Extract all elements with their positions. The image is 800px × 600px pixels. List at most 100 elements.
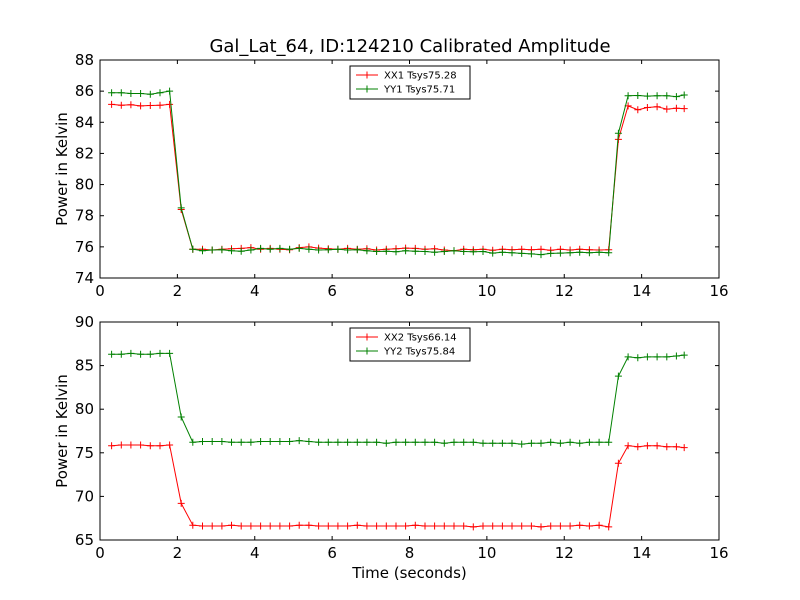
data-point — [266, 522, 274, 530]
data-point — [527, 439, 535, 447]
data-point — [166, 100, 174, 108]
data-point — [634, 106, 642, 114]
legend-marker — [363, 347, 371, 355]
data-point — [295, 521, 303, 529]
data-point — [286, 245, 294, 253]
data-point — [489, 439, 497, 447]
data-point — [237, 438, 245, 446]
x-tick-label: 8 — [405, 544, 415, 562]
data-point — [663, 353, 671, 361]
x-tick-label: 6 — [327, 544, 337, 562]
y-tick-label: 80 — [75, 176, 94, 194]
data-point — [680, 91, 688, 99]
data-point — [672, 443, 680, 451]
data-point — [373, 522, 381, 530]
data-point — [460, 248, 468, 255]
x-tick-label: 2 — [173, 282, 183, 300]
data-point — [431, 522, 439, 530]
data-point — [189, 245, 197, 253]
data-point — [137, 102, 145, 110]
data-point — [315, 522, 323, 530]
data-point — [315, 438, 323, 446]
y-tick-label: 88 — [75, 51, 94, 69]
data-point — [353, 438, 361, 446]
y-tick-label: 90 — [75, 313, 94, 331]
data-point — [166, 441, 174, 449]
data-point — [411, 521, 419, 529]
legend-label: YY1 Tsys75.71 — [383, 85, 455, 96]
data-point — [208, 522, 216, 530]
data-point — [363, 438, 371, 446]
data-point — [127, 441, 135, 449]
data-point — [127, 349, 135, 357]
data-point — [585, 438, 593, 446]
data-point — [566, 249, 574, 257]
data-point — [166, 87, 174, 95]
data-point — [450, 247, 458, 255]
data-point — [508, 249, 516, 257]
data-point — [382, 522, 390, 530]
data-point — [518, 440, 526, 448]
legend: XX2 Tsys66.14 YY2 Tsys75.84 — [349, 327, 471, 362]
data-point — [257, 244, 265, 252]
y-tick-label: 70 — [75, 487, 94, 505]
x-tick-label: 12 — [555, 282, 574, 300]
x-axis-label: Time (seconds) — [351, 564, 467, 582]
data-point — [614, 459, 622, 467]
data-point — [266, 438, 274, 445]
data-point — [117, 101, 125, 109]
x-tick-label: 16 — [709, 282, 728, 300]
data-point — [276, 438, 284, 445]
data-point — [634, 92, 642, 99]
data-point — [585, 522, 593, 530]
data-point — [672, 352, 680, 360]
legend: XX1 Tsys75.28 YY1 Tsys75.71 — [349, 65, 471, 100]
data-point — [489, 249, 497, 257]
data-point — [431, 248, 439, 256]
data-point — [653, 442, 661, 450]
data-point — [576, 521, 584, 529]
y-axis-label: Power in Kelvin — [53, 112, 71, 226]
data-point — [117, 89, 125, 97]
data-point — [576, 248, 584, 256]
data-point — [324, 438, 332, 446]
data-point — [411, 438, 419, 446]
data-point — [199, 522, 206, 530]
data-point — [382, 439, 390, 447]
y-tick-label: 82 — [75, 144, 94, 162]
data-point — [127, 90, 135, 97]
data-point — [469, 248, 477, 256]
data-point — [450, 438, 458, 446]
data-point — [527, 522, 535, 530]
data-point — [508, 439, 516, 447]
data-point — [460, 522, 468, 530]
data-point — [382, 247, 390, 255]
data-point — [199, 247, 206, 255]
data-point — [334, 438, 342, 446]
legend-box — [349, 65, 471, 100]
data-point — [286, 522, 294, 530]
data-point — [585, 249, 593, 257]
data-point — [479, 439, 487, 447]
data-point — [177, 204, 185, 212]
data-point — [547, 249, 555, 257]
data-point — [373, 438, 381, 446]
data-point — [146, 350, 154, 358]
data-point — [653, 103, 661, 111]
data-point — [344, 522, 352, 530]
data-point — [489, 522, 497, 530]
data-point — [547, 438, 555, 446]
y-tick-label: 78 — [75, 207, 94, 225]
data-point — [146, 90, 154, 98]
data-point — [624, 353, 632, 361]
data-point — [146, 442, 154, 450]
data-point — [556, 249, 564, 257]
data-point — [344, 246, 352, 254]
x-tick-label: 4 — [250, 282, 260, 300]
legend-marker — [363, 85, 371, 93]
data-point — [440, 439, 448, 447]
legend-label: XX1 Tsys75.28 — [384, 71, 457, 82]
data-point — [247, 522, 255, 530]
x-tick-label: 14 — [632, 282, 651, 300]
data-point — [634, 354, 642, 362]
